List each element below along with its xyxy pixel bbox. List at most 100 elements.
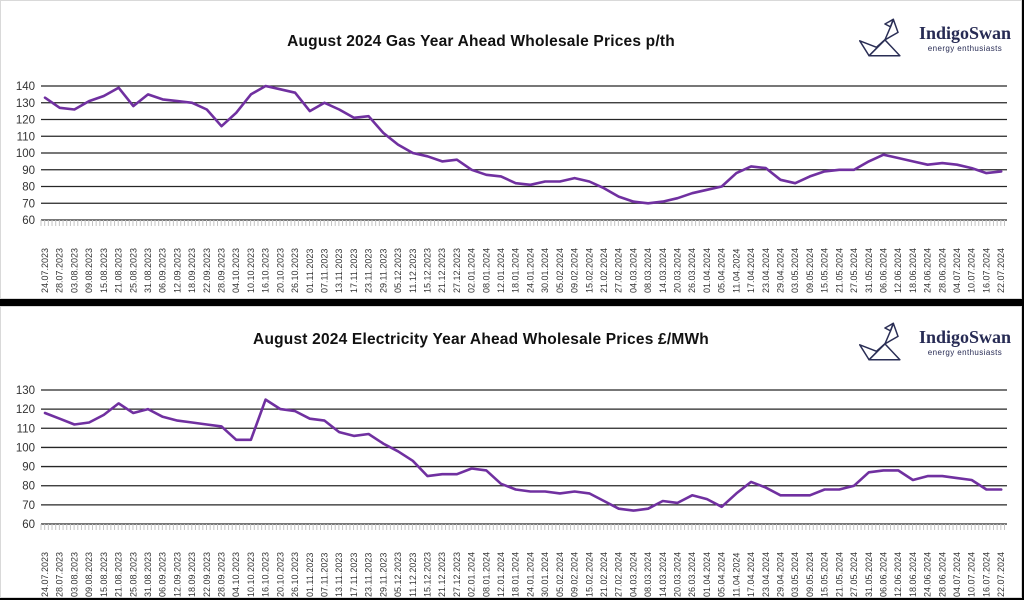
x-axis-tick-label: 15.08.2023 [99, 552, 109, 597]
gas-chart-title: August 2024 Gas Year Ahead Wholesale Pri… [287, 33, 675, 50]
x-axis-tick-label: 03.05.2024 [790, 248, 800, 293]
x-axis-tick-label: 18.01.2024 [511, 552, 521, 597]
x-axis-tick-label: 11.04.2024 [731, 553, 741, 597]
y-axis-tick-label: 110 [17, 131, 35, 143]
y-axis-tick-label: 60 [22, 215, 35, 227]
x-axis-tick-label: 28.06.2024 [937, 552, 947, 597]
x-axis-tick-label: 15.02.2024 [584, 248, 594, 293]
electricity-year-ahead-x-axis-labels: 24.07.2023 28.07.2023 03.08.2023 09.08.2023… [40, 552, 1006, 597]
x-axis-tick-label: 09.02.2024 [570, 552, 580, 597]
x-axis-tick-label: 05.12.2023 [393, 248, 403, 293]
x-axis-tick-label: 12.06.2024 [893, 248, 903, 293]
y-axis-tick-label: 80 [22, 182, 35, 194]
x-axis-tick-label: 17.04.2024 [746, 552, 756, 597]
electricity-year-ahead-axis-ticks [40, 524, 1006, 530]
electricity-year-ahead-series-line [43, 398, 1003, 512]
x-axis-tick-label: 07.11.2023 [319, 249, 329, 293]
x-axis-tick-label: 06.09.2023 [158, 248, 168, 293]
x-axis-tick-label: 23.04.2024 [761, 552, 771, 597]
x-axis-tick-label: 13.11.2023 [334, 553, 344, 597]
brand-name: IndigoSwan [918, 23, 1011, 43]
x-axis-tick-label: 30.01.2024 [540, 248, 550, 293]
x-axis-tick-label: 16.10.2023 [261, 552, 271, 597]
electricity-chart-title: August 2024 Electricity Year Ahead Whole… [253, 331, 709, 348]
x-axis-tick-label: 09.02.2024 [570, 248, 580, 293]
y-axis-tick-label: 130 [16, 98, 35, 110]
gas-year-ahead-series-line [43, 84, 1003, 205]
x-axis-tick-label: 05.04.2024 [717, 552, 727, 597]
origami-swan-icon [858, 322, 901, 361]
x-axis-tick-label: 16.07.2024 [981, 552, 991, 597]
x-axis-tick-label: 09.08.2023 [84, 248, 94, 293]
x-axis-tick-label: 01.04.2024 [702, 248, 712, 293]
y-axis-tick-label: 120 [16, 115, 35, 127]
x-axis-tick-label: 11.12.2023 [408, 249, 418, 293]
electricity-year-ahead-gridlines: 60 70 80 90 100 110 120 130 [16, 385, 1007, 531]
x-axis-tick-label: 15.05.2024 [820, 552, 830, 597]
x-axis-tick-label: 17.11.2023 [349, 553, 359, 597]
x-axis-tick-label: 21.08.2023 [114, 552, 124, 597]
x-axis-tick-label: 27.02.2024 [614, 248, 624, 293]
x-axis-tick-label: 20.03.2024 [673, 552, 683, 597]
x-axis-tick-label: 15.08.2023 [99, 248, 109, 293]
x-axis-tick-label: 06.09.2023 [158, 552, 168, 597]
x-axis-tick-label: 07.11.2023 [319, 553, 329, 597]
x-axis-tick-label: 31.08.2023 [143, 248, 153, 293]
x-axis-tick-label: 05.02.2024 [555, 248, 565, 293]
x-axis-tick-label: 22.07.2024 [996, 248, 1006, 293]
x-axis-tick-label: 10.10.2023 [246, 248, 256, 293]
x-axis-tick-label: 26.10.2023 [290, 552, 300, 597]
x-axis-tick-label: 05.02.2024 [555, 552, 565, 597]
x-axis-tick-label: 12.01.2024 [496, 552, 506, 597]
x-axis-tick-label: 04.03.2024 [628, 248, 638, 293]
y-axis-tick-label: 120 [16, 404, 35, 416]
x-axis-tick-label: 06.06.2024 [878, 248, 888, 293]
gas-year-ahead-x-axis-labels: 24.07.2023 28.07.2023 03.08.2023 09.08.2023… [40, 248, 1006, 293]
x-axis-tick-label: 04.07.2024 [952, 248, 962, 293]
x-axis-tick-label: 21.12.2023 [437, 248, 447, 293]
x-axis-tick-label: 18.09.2023 [187, 552, 197, 597]
x-axis-tick-label: 15.12.2023 [422, 552, 432, 597]
x-axis-tick-label: 10.07.2024 [967, 248, 977, 293]
x-axis-tick-label: 28.09.2023 [217, 552, 227, 597]
brand-tagline: energy enthusiasts [927, 348, 1003, 357]
x-axis-tick-label: 26.03.2024 [687, 552, 697, 597]
x-axis-tick-label: 20.10.2023 [275, 552, 285, 597]
x-axis-tick-label: 18.06.2024 [908, 248, 918, 293]
x-axis-tick-label: 28.07.2023 [55, 552, 65, 597]
x-axis-tick-label: 08.01.2024 [481, 552, 491, 597]
x-axis-tick-label: 31.08.2023 [143, 552, 153, 597]
x-axis-tick-label: 08.03.2024 [643, 552, 653, 597]
x-axis-tick-label: 01.04.2024 [702, 552, 712, 597]
y-axis-tick-label: 110 [17, 423, 35, 435]
x-axis-tick-label: 12.06.2024 [893, 552, 903, 597]
x-axis-tick-label: 23.11.2023 [364, 249, 374, 293]
x-axis-tick-label: 03.08.2023 [69, 552, 79, 597]
x-axis-tick-label: 24.06.2024 [923, 552, 933, 597]
gas-chart-panel: 60 70 80 90 100 110 120 130 140 24.07.2023 28.07.2… [0, 0, 1022, 299]
x-axis-tick-label: 25.08.2023 [128, 248, 138, 293]
x-axis-tick-label: 27.05.2024 [849, 248, 859, 293]
x-axis-tick-label: 21.02.2024 [599, 552, 609, 597]
x-axis-tick-label: 21.05.2024 [834, 552, 844, 597]
y-axis-tick-label: 100 [16, 148, 35, 160]
x-axis-tick-label: 21.02.2024 [599, 248, 609, 293]
x-axis-tick-label: 04.10.2023 [231, 248, 241, 293]
x-axis-tick-label: 31.05.2024 [864, 552, 874, 597]
x-axis-tick-label: 20.10.2023 [275, 248, 285, 293]
x-axis-tick-label: 18.01.2024 [511, 248, 521, 293]
x-axis-tick-label: 21.08.2023 [114, 248, 124, 293]
x-axis-tick-label: 13.11.2023 [334, 249, 344, 293]
y-axis-tick-label: 80 [22, 481, 35, 493]
x-axis-tick-label: 08.01.2024 [481, 248, 491, 293]
x-axis-tick-label: 05.12.2023 [393, 552, 403, 597]
brand-name: IndigoSwan [918, 327, 1011, 347]
x-axis-tick-label: 12.09.2023 [172, 248, 182, 293]
x-axis-tick-label: 24.01.2024 [525, 552, 535, 597]
x-axis-tick-label: 29.11.2023 [378, 553, 388, 597]
brand-tagline: energy enthusiasts [927, 44, 1003, 53]
electricity-price-line-chart: 60 70 80 90 100 110 120 130 24.07.2023 28.07.2023… [16, 385, 1007, 597]
x-axis-tick-label: 23.11.2023 [364, 553, 374, 597]
x-axis-tick-label: 03.08.2023 [69, 248, 79, 293]
x-axis-tick-label: 10.10.2023 [246, 552, 256, 597]
